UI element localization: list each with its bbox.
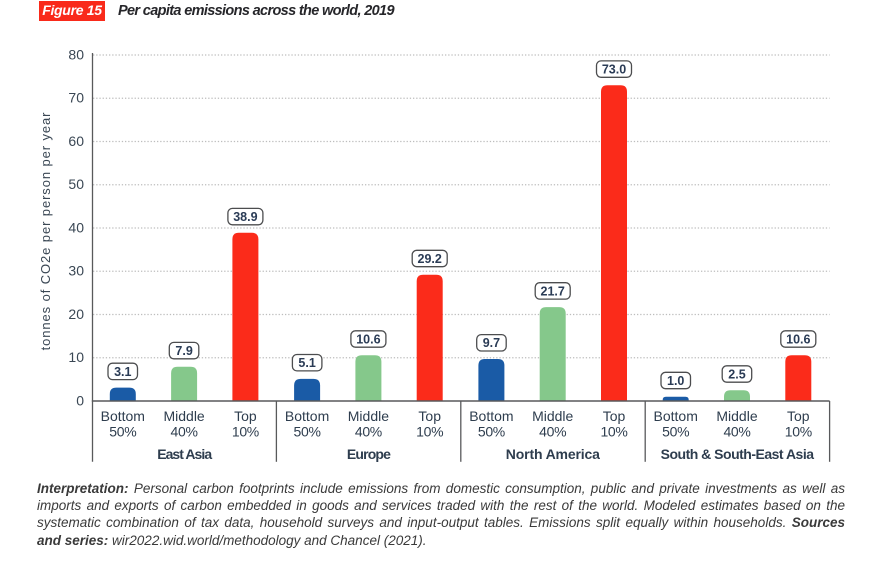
svg-text:tonnes of CO2e per person per: tonnes of CO2e per person per year	[38, 112, 53, 351]
svg-text:40%: 40%	[723, 424, 750, 440]
svg-text:10.6: 10.6	[356, 332, 380, 346]
svg-text:0: 0	[76, 392, 84, 408]
svg-text:Middle: Middle	[532, 408, 573, 424]
svg-text:40: 40	[68, 219, 84, 235]
svg-text:Middle: Middle	[348, 408, 389, 424]
svg-text:10%: 10%	[600, 424, 627, 440]
svg-text:50%: 50%	[294, 424, 321, 440]
svg-text:10.6: 10.6	[786, 332, 810, 346]
svg-text:5.1: 5.1	[298, 356, 315, 370]
svg-text:7.9: 7.9	[175, 344, 192, 358]
svg-text:21.7: 21.7	[541, 284, 565, 298]
svg-text:38.9: 38.9	[233, 210, 257, 224]
svg-text:Middle: Middle	[716, 408, 757, 424]
svg-text:50%: 50%	[662, 424, 689, 440]
svg-text:50%: 50%	[109, 424, 136, 440]
svg-text:Bottom: Bottom	[469, 408, 513, 424]
svg-text:73.0: 73.0	[602, 63, 626, 77]
svg-text:Europe: Europe	[347, 446, 391, 462]
svg-text:Top: Top	[603, 408, 626, 424]
svg-text:10%: 10%	[785, 424, 812, 440]
svg-text:Bottom: Bottom	[285, 408, 329, 424]
svg-text:North America: North America	[506, 446, 600, 462]
svg-text:40%: 40%	[355, 424, 382, 440]
svg-text:East Asia: East Asia	[157, 446, 212, 462]
svg-text:9.7: 9.7	[483, 336, 500, 350]
svg-text:29.2: 29.2	[418, 252, 442, 266]
svg-text:Top: Top	[787, 408, 810, 424]
svg-text:20: 20	[68, 306, 84, 322]
svg-text:30: 30	[68, 263, 84, 279]
svg-text:50: 50	[68, 176, 84, 192]
svg-text:1.0: 1.0	[667, 374, 684, 388]
svg-text:2.5: 2.5	[728, 367, 745, 381]
svg-text:50%: 50%	[478, 424, 505, 440]
svg-text:10%: 10%	[416, 424, 443, 440]
svg-text:60: 60	[68, 133, 84, 149]
svg-text:Top: Top	[234, 408, 257, 424]
svg-text:40%: 40%	[171, 424, 198, 440]
svg-text:Middle: Middle	[163, 408, 204, 424]
svg-text:Bottom: Bottom	[101, 408, 145, 424]
svg-text:Bottom: Bottom	[654, 408, 698, 424]
svg-text:80: 80	[68, 46, 84, 62]
svg-text:South & South-East Asia: South & South-East Asia	[661, 446, 815, 462]
svg-text:10: 10	[68, 349, 84, 365]
svg-text:10%: 10%	[232, 424, 259, 440]
svg-text:40%: 40%	[539, 424, 566, 440]
svg-text:3.1: 3.1	[114, 365, 131, 379]
svg-text:70: 70	[68, 90, 84, 106]
svg-text:Top: Top	[418, 408, 441, 424]
